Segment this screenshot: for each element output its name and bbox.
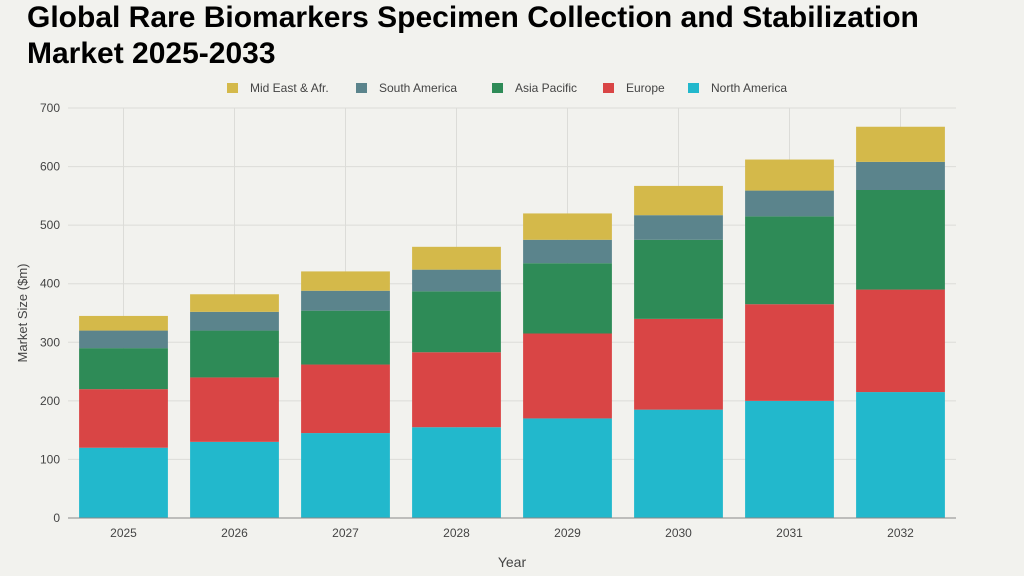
x-tick-label: 2029 bbox=[554, 526, 581, 540]
bar-segment-mid-east-afr- bbox=[412, 246, 501, 270]
y-tick-label: 500 bbox=[40, 218, 60, 232]
bar-segment-europe bbox=[745, 304, 834, 401]
y-axis-label: Market Size ($m) bbox=[15, 264, 30, 363]
bar-segment-north-america bbox=[856, 392, 945, 518]
legend-swatch bbox=[603, 83, 614, 93]
bar-segment-south-america bbox=[79, 330, 168, 349]
x-tick-label: 2025 bbox=[110, 526, 137, 540]
legend-label: Mid East & Afr. bbox=[250, 81, 329, 95]
bar-segment-asia-pacific bbox=[301, 310, 390, 365]
bar-segment-south-america bbox=[745, 190, 834, 217]
bar-segment-north-america bbox=[190, 441, 279, 518]
x-tick-label: 2028 bbox=[443, 526, 470, 540]
bar-segment-mid-east-afr- bbox=[634, 185, 723, 216]
bar-segment-asia-pacific bbox=[634, 239, 723, 319]
bar-segment-europe bbox=[856, 289, 945, 393]
legend-swatch bbox=[492, 83, 503, 93]
bar-segment-asia-pacific bbox=[745, 216, 834, 305]
bar-segment-asia-pacific bbox=[190, 330, 279, 378]
legend-swatch bbox=[356, 83, 367, 93]
bar-segment-europe bbox=[79, 389, 168, 448]
chart-title: Global Rare Biomarkers Specimen Collecti… bbox=[27, 1, 919, 70]
bar-segment-europe bbox=[412, 352, 501, 428]
x-tick-label: 2031 bbox=[776, 526, 803, 540]
legend-label: Europe bbox=[626, 81, 665, 95]
y-tick-label: 400 bbox=[40, 277, 60, 291]
bar-segment-north-america bbox=[79, 447, 168, 518]
legend-swatch bbox=[688, 83, 699, 93]
bar-segment-south-america bbox=[523, 239, 612, 264]
bar-segment-mid-east-afr- bbox=[745, 159, 834, 191]
legend: Mid East & Afr. South America Asia Pacific… bbox=[227, 81, 787, 95]
bar-segment-south-america bbox=[412, 269, 501, 292]
bars bbox=[79, 126, 945, 518]
y-tick-label: 0 bbox=[53, 511, 60, 525]
bar-segment-asia-pacific bbox=[412, 291, 501, 353]
legend-label: North America bbox=[711, 81, 787, 95]
bar-segment-asia-pacific bbox=[523, 263, 612, 334]
bar-segment-north-america bbox=[412, 427, 501, 518]
bar-segment-south-america bbox=[301, 290, 390, 311]
legend-label: South America bbox=[379, 81, 457, 95]
bar-segment-south-america bbox=[634, 215, 723, 240]
y-tick-label: 300 bbox=[40, 335, 60, 349]
bar-segment-north-america bbox=[634, 409, 723, 518]
bar-segment-south-america bbox=[190, 311, 279, 331]
x-axis-label: Year bbox=[498, 554, 527, 570]
bar-segment-asia-pacific bbox=[79, 348, 168, 390]
bar-segment-europe bbox=[523, 333, 612, 419]
y-tick-label: 600 bbox=[40, 160, 60, 174]
bar-segment-europe bbox=[301, 364, 390, 434]
bar-segment-asia-pacific bbox=[856, 190, 945, 290]
x-tick-label: 2027 bbox=[332, 526, 359, 540]
bar-segment-mid-east-afr- bbox=[190, 294, 279, 312]
bar-segment-europe bbox=[634, 318, 723, 410]
bar-segment-mid-east-afr- bbox=[856, 126, 945, 162]
bar-segment-mid-east-afr- bbox=[301, 271, 390, 291]
legend-label: Asia Pacific bbox=[515, 81, 577, 95]
bar-segment-north-america bbox=[301, 433, 390, 518]
legend-swatch bbox=[227, 83, 238, 93]
bar-segment-mid-east-afr- bbox=[79, 315, 168, 331]
bar-segment-europe bbox=[190, 377, 279, 442]
y-tick-label: 200 bbox=[40, 394, 60, 408]
axes: 0 100 200 300 400 500 600 700 2025 2026 2027 2028 20… bbox=[40, 101, 956, 540]
x-tick-label: 2032 bbox=[887, 526, 914, 540]
x-tick-label: 2026 bbox=[221, 526, 248, 540]
bar-segment-south-america bbox=[856, 161, 945, 190]
bar-segment-north-america bbox=[523, 418, 612, 518]
y-tick-label: 700 bbox=[40, 101, 60, 115]
bar-segment-mid-east-afr- bbox=[523, 213, 612, 240]
y-tick-label: 100 bbox=[40, 452, 60, 466]
bar-segment-north-america bbox=[745, 400, 834, 518]
x-tick-label: 2030 bbox=[665, 526, 692, 540]
